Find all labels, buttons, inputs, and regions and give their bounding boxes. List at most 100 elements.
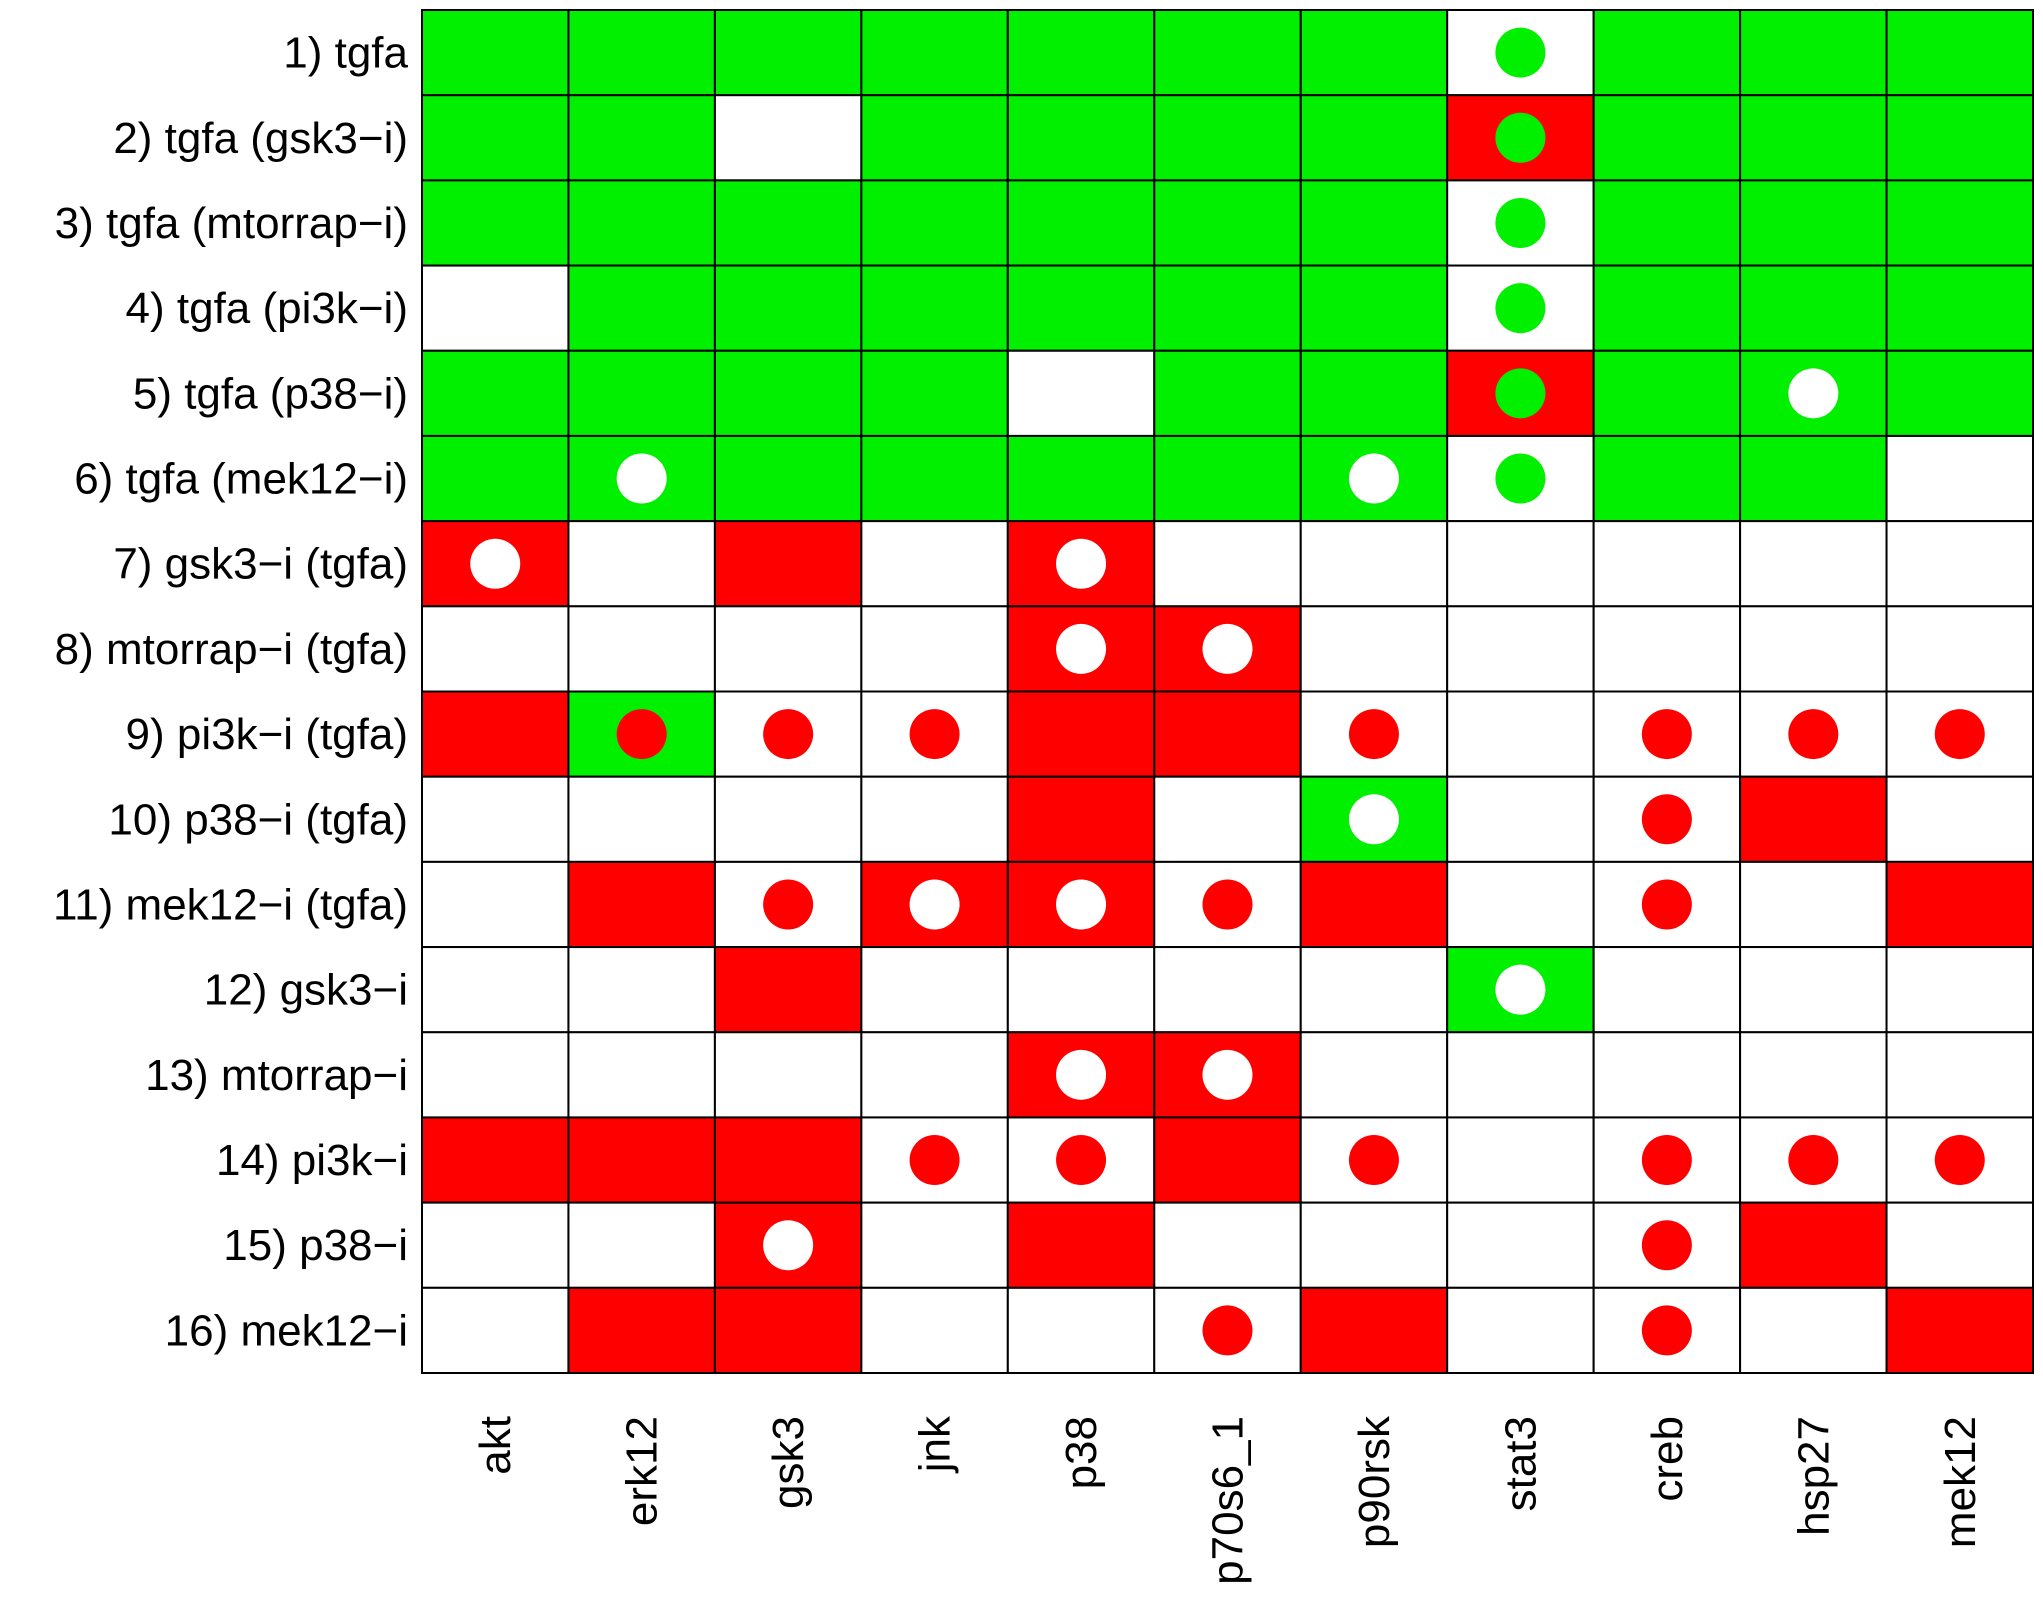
cell-r2-erk12 (567, 94, 716, 182)
cell-r11-erk12 (567, 860, 716, 949)
cell-r16-p90rsk (1299, 1286, 1449, 1375)
cell-r6-jnk (860, 434, 1009, 523)
cell-r14-p70s6_1 (1153, 1116, 1302, 1204)
cell-r5-erk12 (567, 349, 716, 437)
cell-r13-gsk3 (713, 1031, 863, 1119)
dot-r5-stat3 (1495, 368, 1546, 419)
cell-r13-hsp27 (1739, 1031, 1888, 1119)
cell-r7-hsp27 (1739, 520, 1888, 608)
dot-r14-p90rsk (1348, 1135, 1399, 1186)
dot-r7-akt (470, 538, 521, 589)
cell-r10-akt (421, 775, 570, 863)
dots-layer (470, 27, 1985, 1356)
cell-r8-mek12 (1885, 605, 2035, 693)
cell-r4-p90rsk (1299, 264, 1449, 352)
dot-r6-p90rsk (1348, 453, 1399, 504)
cell-r7-p90rsk (1299, 520, 1449, 608)
dot-r10-p90rsk (1348, 794, 1399, 845)
cell-r15-p90rsk (1299, 1201, 1449, 1289)
dot-r14-p38 (1056, 1135, 1107, 1186)
cell-r1-gsk3 (713, 9, 863, 97)
dot-r7-p38 (1056, 538, 1107, 589)
cell-r16-gsk3 (713, 1286, 863, 1375)
dot-r11-p38 (1056, 879, 1107, 930)
dot-r11-jnk (909, 879, 960, 930)
column-label: stat3 (1496, 1416, 1545, 1511)
cell-r12-creb (1592, 946, 1742, 1034)
cell-r6-akt (421, 434, 570, 523)
cell-r8-akt (421, 605, 570, 693)
dot-r4-stat3 (1495, 283, 1546, 334)
cell-r2-hsp27 (1739, 94, 1888, 182)
cell-r7-jnk (860, 520, 1009, 608)
cell-r13-jnk (860, 1031, 1009, 1119)
cell-r3-hsp27 (1739, 179, 1888, 267)
cell-r8-p90rsk (1299, 605, 1449, 693)
cell-r1-jnk (860, 9, 1009, 97)
cell-r7-stat3 (1446, 520, 1595, 608)
cell-r16-erk12 (567, 1286, 716, 1375)
row-label: 12) gsk3−i (204, 966, 408, 1015)
cell-r11-mek12 (1885, 860, 2035, 949)
cell-r8-hsp27 (1739, 605, 1888, 693)
cell-r10-jnk (860, 775, 1009, 863)
dot-r9-creb (1641, 709, 1692, 760)
column-label: p70s6_1 (1204, 1416, 1253, 1585)
dot-r9-gsk3 (763, 709, 814, 760)
cell-r8-stat3 (1446, 605, 1595, 693)
column-label: creb (1643, 1416, 1692, 1502)
dot-r11-p70s6_1 (1202, 879, 1253, 930)
column-label: erk12 (618, 1416, 667, 1526)
row-labels: 1) tgfa 2) tgfa (gsk3−i) 3) tgfa (mtorrap−… (53, 29, 409, 1356)
cell-r7-erk12 (567, 520, 716, 608)
dot-r10-creb (1641, 794, 1692, 845)
cell-r1-p90rsk (1299, 9, 1449, 97)
cell-r4-gsk3 (713, 264, 863, 352)
cell-r6-hsp27 (1739, 434, 1888, 523)
cell-r9-p38 (1006, 690, 1156, 778)
cell-r10-mek12 (1885, 775, 2035, 863)
cell-r2-p70s6_1 (1153, 94, 1302, 182)
cell-r1-p38 (1006, 9, 1156, 97)
dot-r8-p70s6_1 (1202, 623, 1253, 674)
cell-r2-p90rsk (1299, 94, 1449, 182)
cell-r15-hsp27 (1739, 1201, 1888, 1289)
cell-r7-p70s6_1 (1153, 520, 1302, 608)
dot-r3-stat3 (1495, 197, 1546, 248)
cell-r3-akt (421, 179, 570, 267)
dot-r6-stat3 (1495, 453, 1546, 504)
cell-r12-akt (421, 946, 570, 1034)
cell-r6-gsk3 (713, 434, 863, 523)
cell-r5-jnk (860, 349, 1009, 437)
cell-r13-mek12 (1885, 1031, 2035, 1119)
cell-r4-akt (421, 264, 570, 352)
cell-r9-akt (421, 690, 570, 778)
dot-r14-hsp27 (1788, 1135, 1839, 1186)
cell-r8-jnk (860, 605, 1009, 693)
row-label: 16) mek12−i (165, 1306, 408, 1355)
cell-r9-stat3 (1446, 690, 1595, 778)
cell-r16-stat3 (1446, 1286, 1595, 1375)
dot-r12-stat3 (1495, 964, 1546, 1015)
cell-r1-p70s6_1 (1153, 9, 1302, 97)
row-label: 11) mek12−i (tgfa) (53, 880, 408, 929)
dot-r14-mek12 (1934, 1135, 1985, 1186)
cell-r11-akt (421, 860, 570, 949)
cell-r10-gsk3 (713, 775, 863, 863)
cell-r5-p70s6_1 (1153, 349, 1302, 437)
cell-r15-p38 (1006, 1201, 1156, 1289)
cell-r16-akt (421, 1286, 570, 1375)
row-label: 10) p38−i (tgfa) (108, 795, 408, 844)
cell-r13-akt (421, 1031, 570, 1119)
cell-r13-stat3 (1446, 1031, 1595, 1119)
cell-r11-p90rsk (1299, 860, 1449, 949)
cell-r6-mek12 (1885, 434, 2035, 523)
cell-r2-creb (1592, 94, 1742, 182)
cell-r4-p70s6_1 (1153, 264, 1302, 352)
cell-r16-p38 (1006, 1286, 1156, 1375)
cell-r10-stat3 (1446, 775, 1595, 863)
cell-r10-hsp27 (1739, 775, 1888, 863)
cell-r8-gsk3 (713, 605, 863, 693)
cell-r13-creb (1592, 1031, 1742, 1119)
